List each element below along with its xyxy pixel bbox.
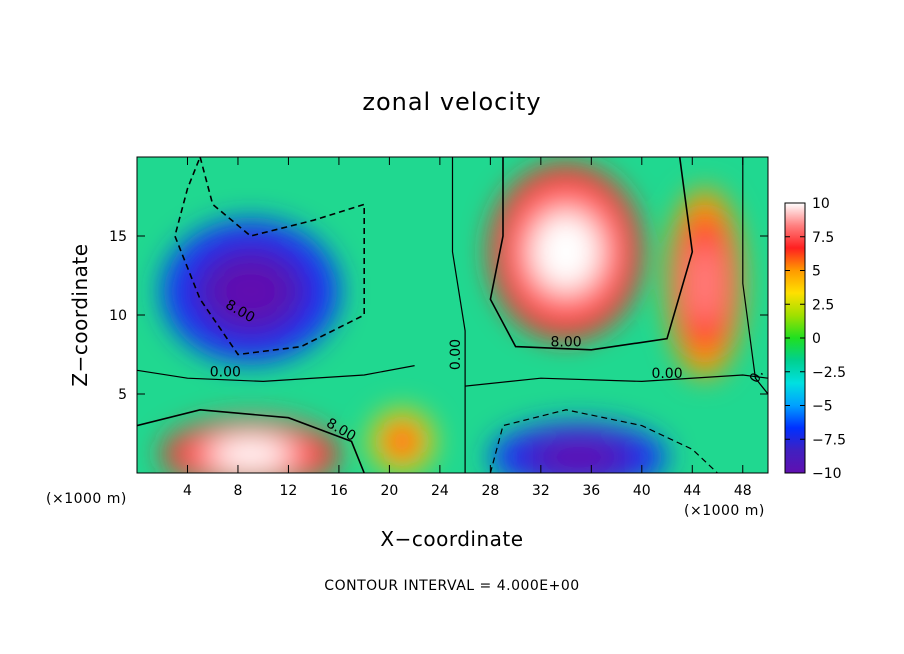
x-tick-label: 16 (330, 483, 348, 499)
y-tick-label: 10 (109, 308, 127, 324)
contour-label: 0.00 (651, 366, 682, 382)
contour-line (742, 157, 768, 395)
x-unit-label-left: (×1000 m) (46, 491, 127, 507)
colorbar-tick-label: −7.5 (812, 432, 846, 448)
colorbar-tick-label: 5 (812, 264, 821, 280)
colorbar-tick-label: 0 (812, 331, 821, 347)
velocity-blob (210, 438, 291, 470)
contour-line (137, 408, 365, 473)
velocity-blob (687, 240, 722, 327)
colorbar-tick-label: −10 (812, 466, 842, 482)
y-tick-label: 5 (118, 387, 127, 403)
contour-interval-note: CONTOUR INTERVAL = 4.000E+00 (324, 578, 580, 594)
velocity-blob (538, 441, 619, 473)
x-tick-label: 8 (233, 483, 242, 499)
colorbar-tick-label: 2.5 (812, 297, 834, 313)
x-tick-label: 28 (481, 483, 499, 499)
x-tick-label: 4 (183, 483, 192, 499)
contour-line (489, 409, 718, 473)
chart-title: zonal velocity (362, 88, 542, 116)
velocity-blob (387, 427, 417, 456)
contour-label: 0.00 (210, 365, 241, 381)
contour-lines (137, 157, 768, 473)
contour-line (489, 157, 694, 351)
x-tick-label: 36 (582, 483, 600, 499)
y-tick-label: 15 (109, 229, 127, 245)
x-tick-label: 44 (683, 483, 701, 499)
velocity-blob (210, 259, 291, 324)
x-tick-label: 20 (380, 483, 398, 499)
contour-label: 8.00 (550, 335, 581, 351)
colorbar-tick-label: −2.5 (812, 365, 846, 381)
colorbar-tick-label: 10 (812, 196, 830, 212)
velocity-field (162, 164, 743, 473)
y-axis-ticks: 5 10 15 (109, 229, 768, 403)
x-tick-label: 40 (633, 483, 651, 499)
x-unit-label-right: (×1000 m) (684, 503, 765, 519)
x-tick-label: 24 (431, 483, 449, 499)
x-axis-ticks: 4 8 12 16 20 24 28 32 36 40 44 48 (183, 157, 752, 499)
colorbar-ticks: 10 7.5 5 2.5 0 −2.5 −5 −7.5 −10 (785, 196, 846, 482)
contour-label: 0.00 (448, 339, 464, 370)
x-tick-label: 32 (532, 483, 550, 499)
x-axis-label: X−coordinate (380, 527, 524, 551)
contour-line (137, 365, 415, 383)
velocity-blob (532, 212, 601, 291)
colorbar-tick-label: 7.5 (812, 230, 834, 246)
x-tick-label: 48 (734, 483, 752, 499)
x-tick-label: 12 (280, 483, 298, 499)
heatmap-area (137, 157, 768, 473)
y-axis-label: Z−coordinate (68, 243, 92, 387)
contour-line (465, 374, 768, 387)
colorbar-tick-label: −5 (812, 399, 833, 415)
contour-line (451, 157, 466, 473)
